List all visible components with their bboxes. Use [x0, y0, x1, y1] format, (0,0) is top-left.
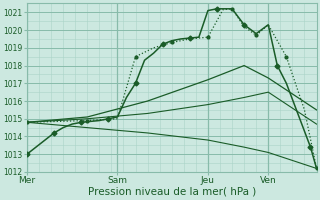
X-axis label: Pression niveau de la mer( hPa ): Pression niveau de la mer( hPa ): [88, 187, 256, 197]
